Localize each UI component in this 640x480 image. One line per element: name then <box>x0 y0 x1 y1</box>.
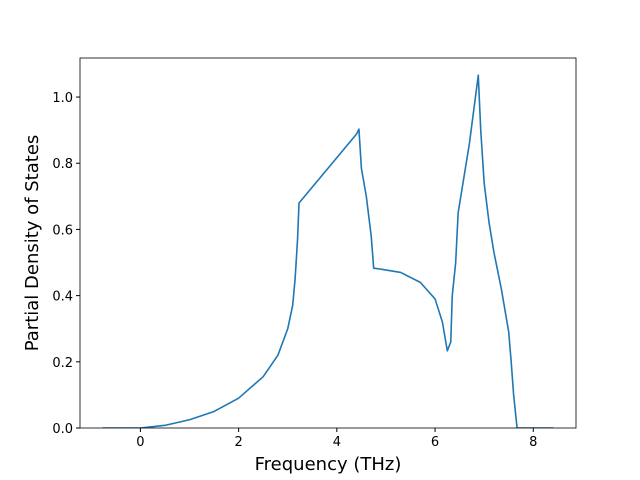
x-tick-label: 6 <box>431 435 439 450</box>
y-tick-label: 0.4 <box>52 290 73 305</box>
x-tick-label: 8 <box>529 435 537 450</box>
line-series <box>102 74 554 428</box>
plot-frame <box>79 57 577 429</box>
y-tick-label: 0.6 <box>52 223 73 238</box>
x-axis-label: Frequency (THz) <box>255 454 402 475</box>
y-tick-label: 0.8 <box>52 157 73 172</box>
y-tick-label: 0.2 <box>52 356 73 371</box>
x-tick-label: 4 <box>333 435 341 450</box>
x-tick-label: 0 <box>136 435 144 450</box>
x-tick-label: 2 <box>234 435 242 450</box>
y-tick-label: 1.0 <box>52 91 73 106</box>
y-axis-label: Partial Density of States <box>22 135 43 352</box>
y-tick-label: 0.0 <box>52 422 73 437</box>
